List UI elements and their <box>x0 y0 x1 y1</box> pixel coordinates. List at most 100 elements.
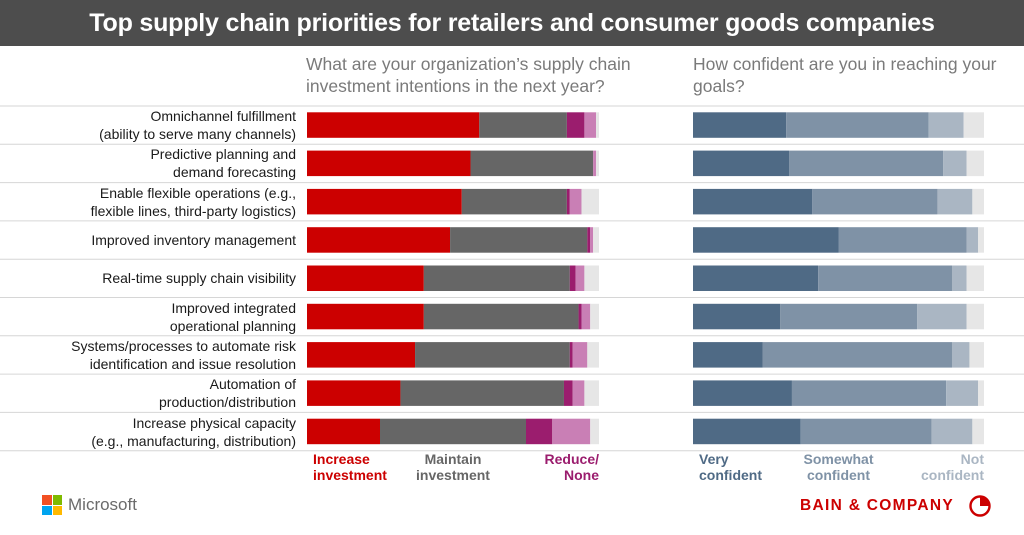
bar-investment-row4-seg2 <box>450 227 588 253</box>
category-label-line: Real-time supply chain visibility <box>102 270 296 287</box>
bar-investment-row4-seg5 <box>593 227 599 253</box>
category-label: Improved inventory management <box>0 231 296 249</box>
ms-square <box>42 505 52 515</box>
bar-investment-row9-seg2 <box>380 418 526 445</box>
bar-confidence-row4-seg2 <box>838 227 967 253</box>
legend-line: Reduce/ <box>544 451 599 467</box>
bar-investment-row2-seg4 <box>593 150 597 177</box>
bar-investment-row9-seg1 <box>307 418 380 445</box>
bar-confidence-row4-seg4 <box>978 227 984 253</box>
category-label: Omnichannel fulfillment (ability to serve… <box>0 107 296 143</box>
bar-investment-row5-seg3 <box>569 265 576 291</box>
bar-investment-row6-seg5 <box>590 303 599 330</box>
bar-investment-row8-seg5 <box>584 380 599 406</box>
category-label-line: demand forecasting <box>173 164 296 181</box>
category-label-line: Automation of <box>209 376 296 393</box>
category-label-line: production/distribution <box>159 394 296 411</box>
legend-line: Somewhat <box>803 451 874 467</box>
bar-confidence-row8-seg3 <box>946 380 979 406</box>
legend-line: confident <box>921 467 984 483</box>
bar-investment-row5-seg4 <box>575 265 585 291</box>
bar-investment-row2-seg2 <box>470 150 594 177</box>
bar-confidence-row8-seg1 <box>693 380 792 406</box>
bar-investment-row9-seg4 <box>552 418 591 445</box>
bar-confidence-row7-seg3 <box>951 342 970 368</box>
bar-confidence-row6-seg1 <box>693 303 781 330</box>
bar-confidence-row1-seg2 <box>786 112 929 138</box>
bar-investment-row7-seg1 <box>307 342 416 368</box>
category-label-line: Enable flexible operations (e.g., <box>99 184 296 201</box>
bar-investment-row1-seg4 <box>584 112 597 138</box>
microsoft-logo: Microsoft <box>42 493 172 517</box>
legend-line: Maintain <box>424 451 482 467</box>
bar-investment-row5-seg1 <box>307 265 424 291</box>
bar-investment-row3-seg5 <box>581 188 599 215</box>
category-label: Predictive planning and demand forecastin… <box>0 145 296 181</box>
bar-investment-row9-seg3 <box>526 418 553 445</box>
bar-confidence-row6-seg2 <box>780 303 918 330</box>
bar-confidence-row2-seg1 <box>693 150 790 177</box>
bar-confidence-row5-seg4 <box>966 265 984 291</box>
bar-confidence-row3-seg4 <box>972 188 984 215</box>
bain-logo: BAIN & COMPANY <box>800 493 1000 519</box>
ms-square <box>42 495 52 505</box>
ms-square <box>52 495 62 505</box>
bar-confidence-row7-seg4 <box>969 342 984 368</box>
category-label-line: Increase physical capacity <box>132 414 296 431</box>
category-label: Enable flexible operations (e.g., flexibl… <box>0 184 296 220</box>
category-label-line: identification and issue resolution <box>89 355 296 372</box>
category-label: Increase physical capacity (e.g., manufac… <box>0 414 296 450</box>
bar-investment-row3-seg3 <box>566 188 570 215</box>
bar-investment-row5-seg2 <box>423 265 570 291</box>
bain-compass-icon <box>969 495 991 517</box>
bar-investment-row6-seg3 <box>578 303 582 330</box>
bar-confidence-row3-seg3 <box>937 188 973 215</box>
bain-logo-text: BAIN & COMPANY <box>800 497 954 514</box>
bar-investment-row7-seg5 <box>587 342 599 368</box>
category-label: Real-time supply chain visibility <box>0 269 296 287</box>
bar-investment-row3-seg4 <box>569 188 582 215</box>
bar-investment-row6-seg2 <box>423 303 579 330</box>
bar-confidence-row5-seg1 <box>693 265 819 291</box>
category-label-line: flexible lines, third-party logistics) <box>90 202 296 219</box>
bar-investment-row7-seg2 <box>415 342 570 368</box>
ms-square <box>52 505 62 515</box>
bar-investment-row8-seg4 <box>572 380 585 406</box>
category-label: Improved integrated operational planning <box>0 299 296 335</box>
bar-confidence-row5-seg3 <box>951 265 967 291</box>
bar-confidence-row3-seg1 <box>693 188 813 215</box>
legend-line: Not <box>960 451 984 467</box>
bar-confidence-row1-seg4 <box>963 112 984 138</box>
category-label-line: Predictive planning and <box>150 146 296 163</box>
bar-confidence-row6-seg3 <box>917 303 967 330</box>
category-label-line: (e.g., manufacturing, distribution) <box>91 432 296 449</box>
legend-line: confident <box>699 467 762 483</box>
bar-investment-row7-seg4 <box>572 342 588 368</box>
bar-investment-row2-seg1 <box>307 150 471 177</box>
bar-confidence-row4-seg3 <box>966 227 979 253</box>
bar-investment-row1-seg2 <box>479 112 567 138</box>
bar-confidence-row7-seg2 <box>762 342 952 368</box>
bar-investment-row4-seg3 <box>587 227 591 253</box>
category-label-line: operational planning <box>169 317 296 334</box>
bar-investment-row6-seg4 <box>581 303 591 330</box>
bar-confidence-row9-seg3 <box>931 418 973 445</box>
bar-investment-row1-seg1 <box>307 112 480 138</box>
legend-confidence-1: Very confident <box>699 451 819 483</box>
bar-confidence-row5-seg2 <box>818 265 952 291</box>
bar-confidence-row3-seg2 <box>812 188 938 215</box>
legend-line: Very <box>699 451 729 467</box>
bar-investment-row8-seg1 <box>307 380 401 406</box>
bar-confidence-row4-seg1 <box>693 227 839 253</box>
legend-confidence-3: Not confident <box>864 451 984 483</box>
bar-investment-row4-seg4 <box>590 227 594 253</box>
bar-confidence-row8-seg4 <box>978 380 984 406</box>
legend-line: Increase <box>313 451 370 467</box>
legend-confidence-2: Somewhat confident <box>779 451 899 483</box>
bar-confidence-row2-seg4 <box>966 150 984 177</box>
category-label-line: Systems/processes to automate risk <box>71 337 296 354</box>
legend-line: investment <box>416 467 490 483</box>
bar-confidence-row2-seg2 <box>789 150 944 177</box>
bar-confidence-row2-seg3 <box>943 150 967 177</box>
legend-investment-3: Reduce/None <box>479 451 599 483</box>
